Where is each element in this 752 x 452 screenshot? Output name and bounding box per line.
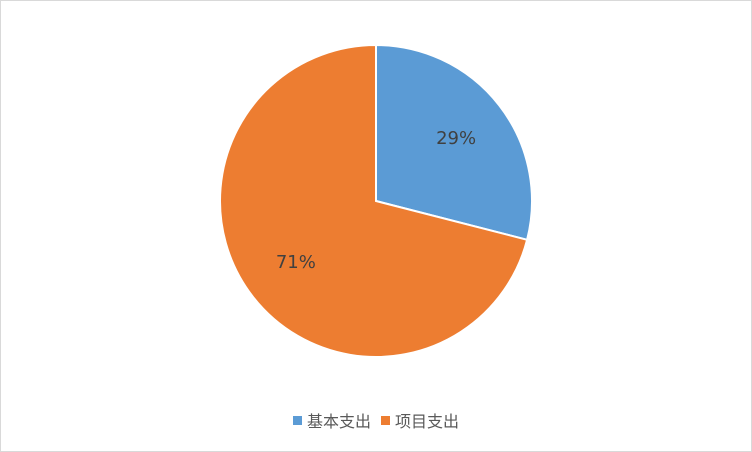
legend-item-basic: 基本支出 xyxy=(292,408,371,432)
pie-slice-basic xyxy=(375,43,533,242)
legend-swatch-project xyxy=(381,415,390,425)
data-label-basic: 29% xyxy=(436,128,476,149)
legend-swatch-basic xyxy=(292,415,302,425)
pie-slice-project xyxy=(219,43,529,358)
legend-label-basic: 基本支出 xyxy=(306,412,371,431)
legend-label-project: 项目支出 xyxy=(395,412,460,431)
data-label-project: 71% xyxy=(276,252,316,273)
legend-item-project: 项目支出 xyxy=(381,408,459,432)
legend: 基本支出 项目支出 xyxy=(0,408,752,432)
